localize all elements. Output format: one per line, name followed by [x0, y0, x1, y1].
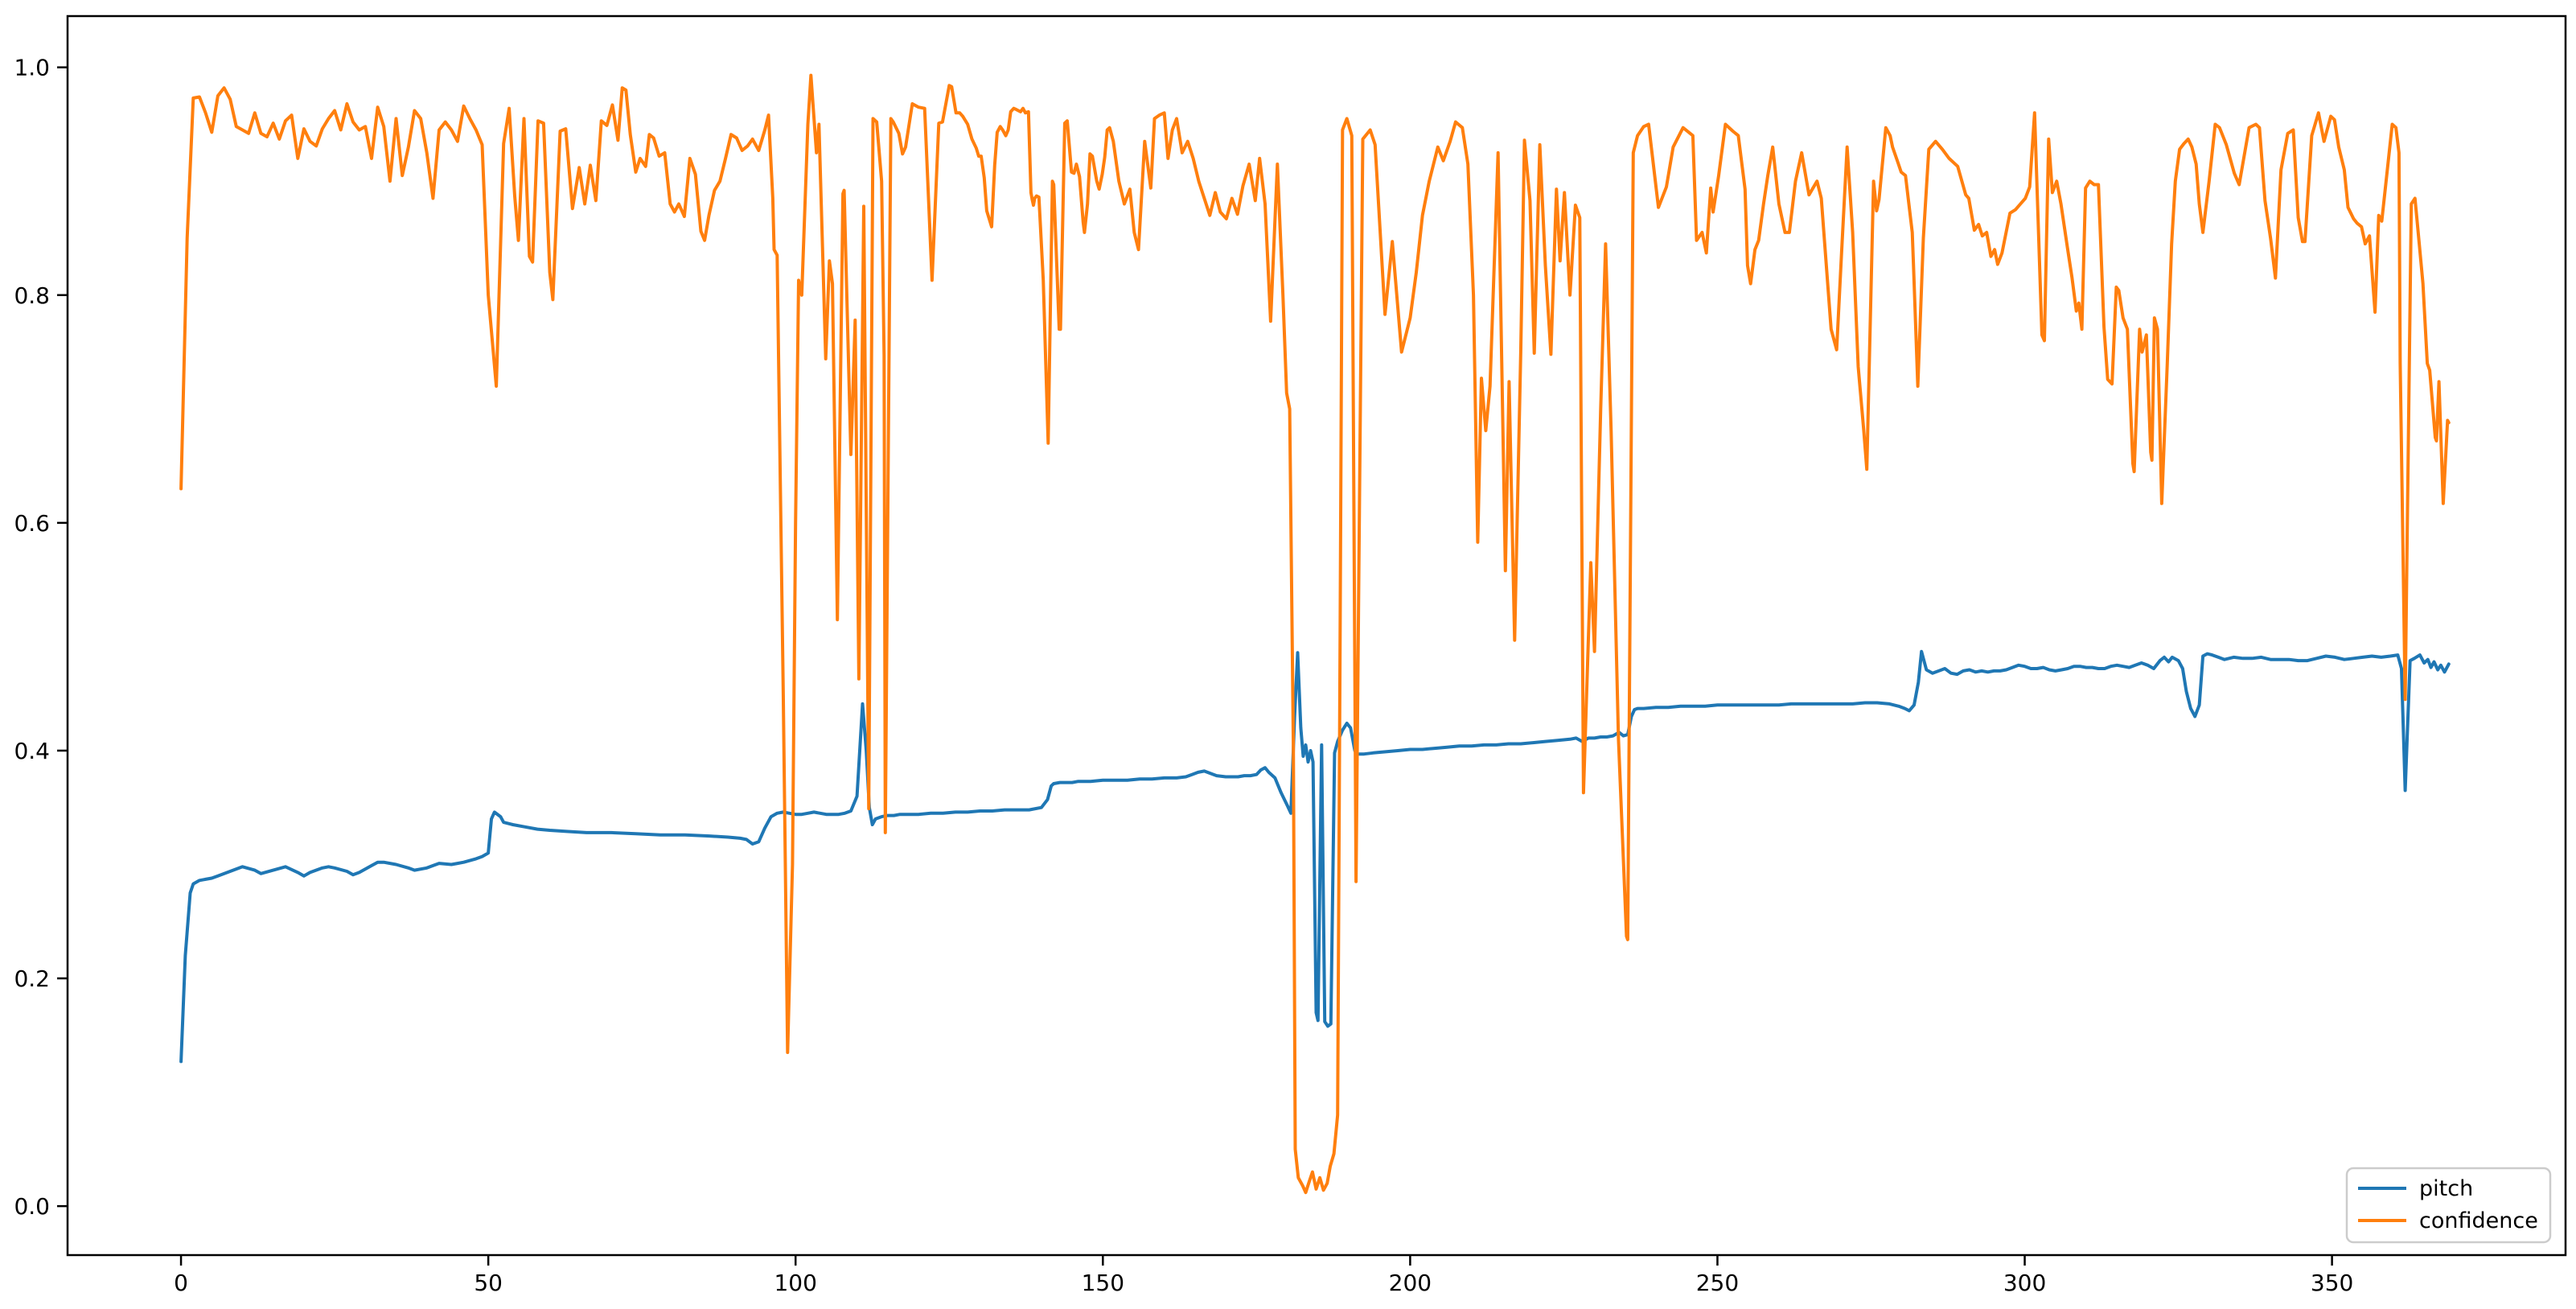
x-tick-label: 50 — [474, 1270, 503, 1296]
x-tick-label: 350 — [2311, 1270, 2353, 1296]
legend: pitch confidence — [2345, 1167, 2552, 1244]
y-tick-label: 0.2 — [14, 965, 50, 992]
plot-series — [179, 73, 2451, 1195]
plot-frame — [66, 14, 2567, 1257]
x-tick-label: 100 — [774, 1270, 816, 1296]
axis-ticks: 0 50 100 150 200 250 300 350 0.0 0.2 0.4 0.6 0.8 1.0 — [14, 55, 2353, 1296]
x-tick-label: 200 — [1389, 1270, 1432, 1296]
confidence-legend-label: confidence — [2419, 1208, 2538, 1233]
pitch-line — [179, 649, 2451, 1064]
x-tick-label: 150 — [1082, 1270, 1124, 1296]
y-tick-label: 0.6 — [14, 510, 50, 537]
y-tick-label: 0.8 — [14, 282, 50, 309]
y-tick-label: 0.4 — [14, 738, 50, 764]
x-tick-label: 250 — [1696, 1270, 1739, 1296]
pitch-legend-label: pitch — [2419, 1176, 2473, 1201]
y-tick-label: 1.0 — [14, 55, 50, 81]
x-tick-label: 0 — [174, 1270, 188, 1296]
confidence-line — [179, 73, 2451, 1195]
x-tick-label: 300 — [2003, 1270, 2046, 1296]
y-tick-label: 0.0 — [14, 1193, 50, 1220]
